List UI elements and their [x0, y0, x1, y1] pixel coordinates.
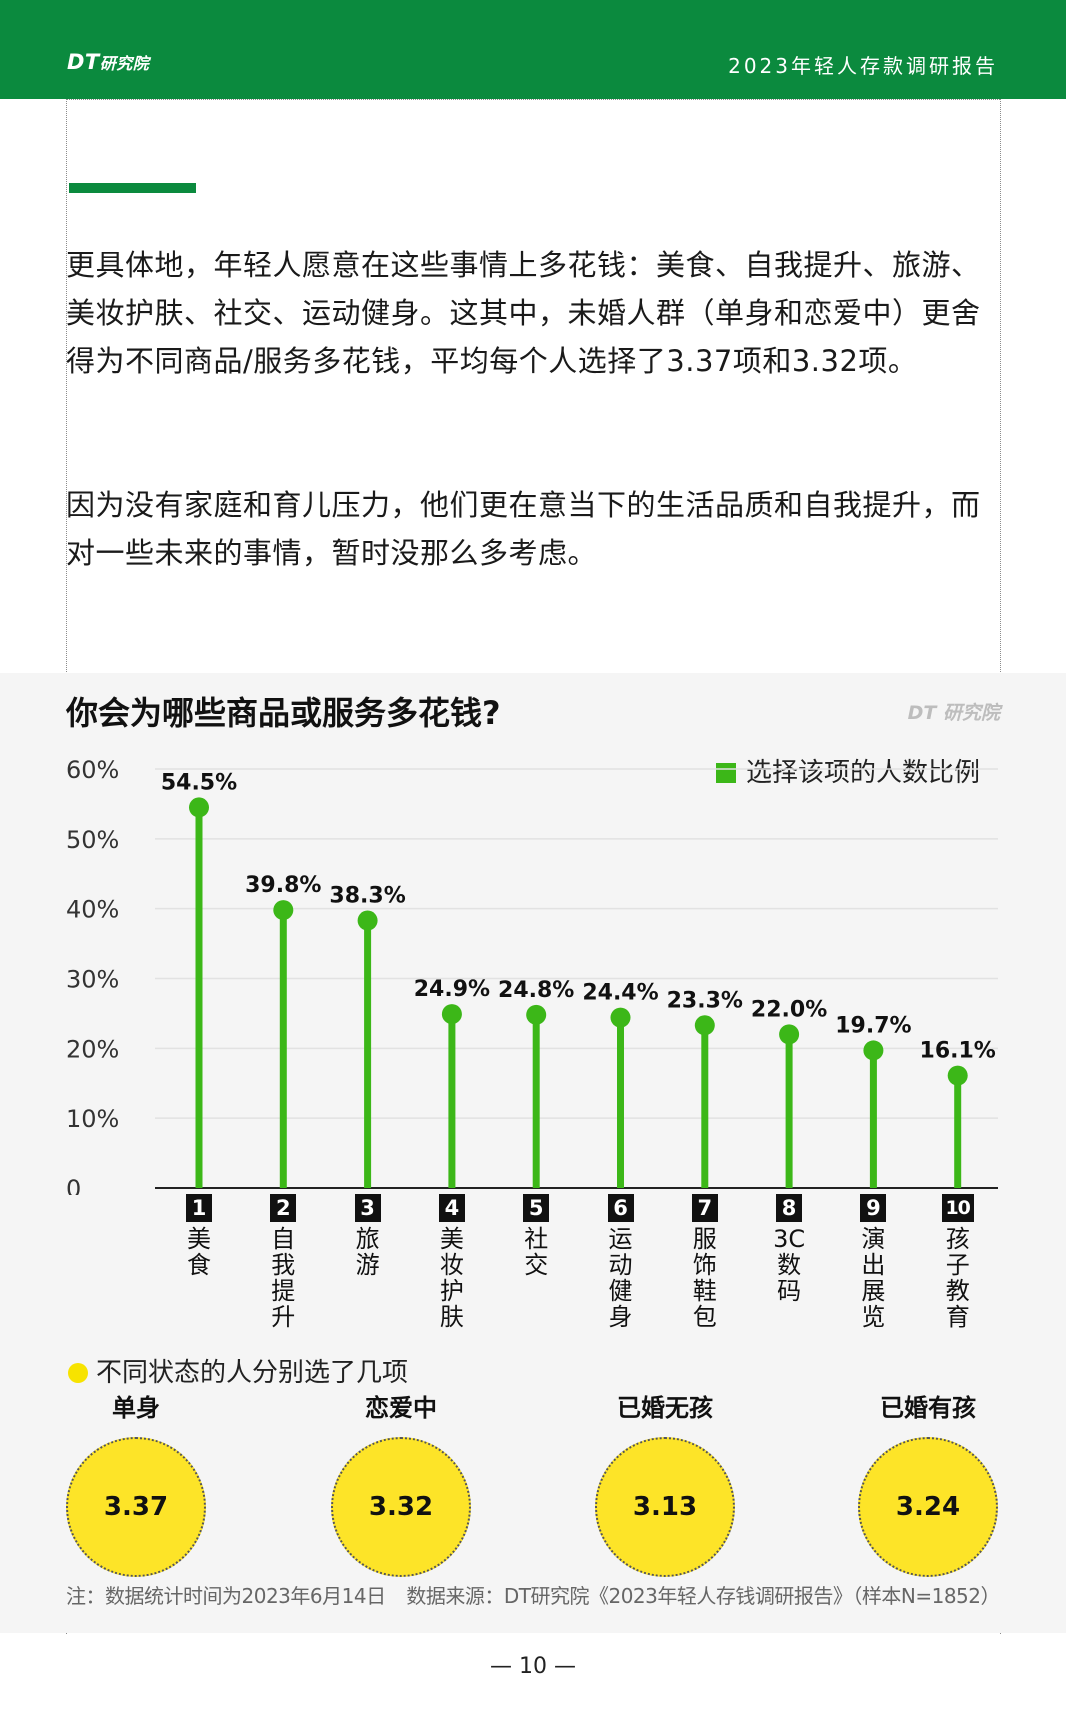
logo-cn: 研究院 — [99, 54, 150, 73]
status-group-married-with-kids: 已婚有孩 3.24 — [858, 1393, 998, 1577]
footnote-date: 注：数据统计时间为2023年6月14日 — [66, 1584, 386, 1608]
category-text: 美食 — [187, 1225, 211, 1279]
category-label: 2 自我提升 — [253, 1194, 313, 1330]
status-value: 3.13 — [632, 1492, 698, 1522]
guide-line-top — [66, 99, 1000, 100]
body-paragraph-2: 因为没有家庭和育儿压力，他们更在意当下的生活品质和自我提升，而对一些未来的事情，… — [66, 488, 981, 570]
section-accent-bar — [69, 183, 196, 193]
status-bubble: 3.13 — [595, 1437, 735, 1577]
category-label: 8 3C 数码 — [759, 1194, 819, 1304]
status-label: 已婚无孩 — [617, 1394, 713, 1422]
status-label: 单身 — [112, 1394, 160, 1422]
lollipop-chart: 60% 50% 40% 30% 20% 10% 0 54.5% 39.8% 38.3% 24.9% 2… — [66, 756, 998, 1195]
value-label: 23.3% — [667, 988, 743, 1013]
category-number-badge: 8 — [776, 1194, 803, 1222]
category-number-badge: 2 — [270, 1194, 297, 1222]
category-text: 运动健身 — [608, 1225, 633, 1331]
y-tick-label: 50% — [66, 826, 119, 854]
lollipop-dot — [189, 797, 209, 818]
legend-swatch-icon — [716, 763, 736, 783]
value-label: 54.5% — [161, 770, 237, 795]
status-label: 恋爱中 — [365, 1394, 437, 1422]
legend-label: 选择该项的人数比例 — [746, 758, 981, 788]
value-label: 16.1% — [920, 1039, 996, 1064]
y-tick-label: 20% — [66, 1035, 119, 1063]
lollipop-dot — [610, 1007, 631, 1028]
chart-legend: 选择该项的人数比例 — [716, 752, 980, 789]
lollipop-dot — [694, 1015, 715, 1036]
y-tick-label: 40% — [66, 896, 119, 924]
value-label: 24.9% — [414, 977, 490, 1002]
status-title-text: 不同状态的人分别选了几项 — [96, 1358, 409, 1388]
status-group-married-no-kids: 已婚无孩 3.13 — [595, 1393, 735, 1577]
page-header: DT研究院 2023年轻人存款调研报告 — [0, 0, 1066, 99]
lollipop-dot — [526, 1004, 547, 1025]
category-label: 4 美妆护肤 — [422, 1194, 482, 1330]
logo-dt: DT — [67, 50, 100, 74]
category-label: 9 演出展览 — [843, 1194, 903, 1330]
value-label: 22.0% — [751, 997, 827, 1022]
category-text: 演出展览 — [861, 1225, 886, 1331]
yellow-dot-icon — [68, 1363, 88, 1383]
value-label: 24.8% — [498, 978, 574, 1003]
lollipop-dot — [863, 1040, 884, 1061]
lollipop-dot — [273, 900, 294, 921]
category-text: 服饰鞋包 — [692, 1225, 717, 1331]
value-label: 24.4% — [582, 981, 658, 1006]
category-text: 美妆护肤 — [439, 1225, 464, 1331]
body-paragraph-1: 更具体地，年轻人愿意在这些事情上多花钱：美食、自我提升、旅游、美妆护肤、社交、运… — [66, 248, 981, 378]
category-label: 1 美食 — [169, 1194, 229, 1278]
footnote-source: 数据来源：DT研究院《2023年轻人存钱调研报告》（样本N=1852） — [406, 1584, 1000, 1608]
status-label: 已婚有孩 — [880, 1394, 976, 1422]
category-number-badge: 3 — [354, 1194, 381, 1222]
category-number-badge: 5 — [523, 1194, 550, 1222]
category-number-badge: 9 — [860, 1194, 887, 1222]
chart-watermark-logo: DT 研究院 — [907, 702, 1000, 724]
report-title: 2023年轻人存款调研报告 — [728, 54, 998, 78]
category-label: 3 旅游 — [338, 1194, 398, 1278]
value-label: 38.3% — [329, 884, 405, 909]
category-text: 社交 — [524, 1225, 549, 1279]
category-text: 旅游 — [355, 1225, 380, 1279]
category-label: 6 运动健身 — [591, 1194, 651, 1330]
lollipop-dot — [441, 1004, 462, 1025]
status-value: 3.37 — [103, 1492, 169, 1522]
category-label: 10 孩子教育 — [928, 1194, 988, 1330]
category-label: 7 服饰鞋包 — [675, 1194, 735, 1330]
lollipop-dot — [947, 1065, 968, 1086]
lollipop-dot — [779, 1024, 800, 1045]
category-number-badge: 10 — [941, 1194, 974, 1222]
status-group-single: 单身 3.37 — [66, 1393, 206, 1577]
y-tick-label: 0 — [66, 1175, 81, 1195]
lollipop-dot — [357, 910, 378, 931]
value-label: 19.7% — [835, 1013, 911, 1038]
category-number-badge: 1 — [186, 1194, 212, 1222]
category-text: 孩子教育 — [945, 1225, 970, 1331]
y-tick-label: 10% — [66, 1105, 119, 1133]
status-bubble: 3.37 — [66, 1437, 206, 1577]
y-tick-label: 60% — [66, 756, 119, 784]
status-value: 3.24 — [895, 1492, 961, 1522]
status-bubble: 3.32 — [331, 1437, 471, 1577]
category-text: 3C 数码 — [773, 1225, 806, 1305]
page-number: — 10 — — [490, 1654, 576, 1679]
status-value: 3.32 — [368, 1492, 434, 1522]
category-number-badge: 6 — [607, 1194, 634, 1222]
status-bubble: 3.24 — [858, 1437, 998, 1577]
category-number-badge: 7 — [691, 1194, 718, 1222]
category-number-badge: 4 — [438, 1194, 465, 1222]
status-section-title: 不同状态的人分别选了几项 — [68, 1352, 408, 1389]
value-label: 39.8% — [245, 873, 321, 898]
category-text: 自我提升 — [271, 1225, 296, 1331]
category-label: 5 社交 — [506, 1194, 566, 1278]
dt-logo: DT研究院 — [67, 50, 149, 74]
y-tick-label: 30% — [66, 966, 119, 994]
status-group-dating: 恋爱中 3.32 — [331, 1393, 471, 1577]
chart-title: 你会为哪些商品或服务多花钱? — [66, 694, 501, 732]
